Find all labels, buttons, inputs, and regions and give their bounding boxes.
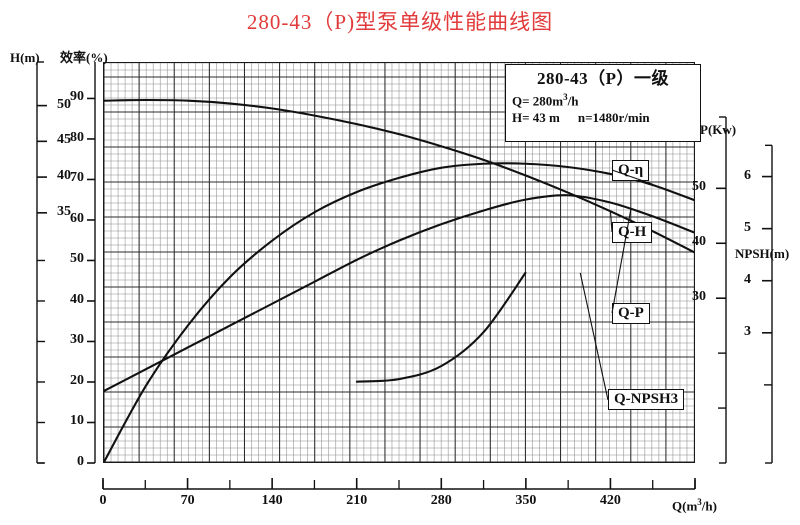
eta-tick-20: 20 bbox=[70, 372, 84, 388]
h-tick-35: 35 bbox=[57, 203, 71, 219]
spec-h-label: H= bbox=[512, 110, 530, 126]
q-tick-70: 70 bbox=[180, 493, 195, 508]
curve-label-efficiency: Q-η bbox=[612, 160, 650, 181]
p-tick-40: 40 bbox=[692, 234, 706, 250]
curve-label-npsh: Q-NPSH3 bbox=[608, 389, 685, 410]
p-tick-30: 30 bbox=[692, 289, 706, 305]
spec-q-sup: 3 bbox=[563, 92, 568, 102]
npsh-tick-6: 6 bbox=[744, 167, 751, 183]
curve-label-power: Q-P bbox=[612, 303, 650, 324]
eta-tick-80: 80 bbox=[70, 129, 84, 145]
axis-title-power: P(Kw) bbox=[700, 122, 737, 137]
eta-tick-60: 60 bbox=[70, 210, 84, 226]
q-tick-0: 0 bbox=[99, 493, 107, 508]
axis-title-head: H(m) bbox=[10, 50, 40, 65]
q-tick-140: 140 bbox=[261, 493, 283, 508]
npsh-tick-3: 3 bbox=[744, 323, 751, 339]
spec-q-unit: /h bbox=[567, 93, 579, 109]
q-tick-420: 420 bbox=[599, 493, 621, 508]
spec-q-label: Q= bbox=[512, 93, 530, 109]
spec-h-value: 43 m bbox=[532, 110, 560, 126]
eta-tick-50: 50 bbox=[70, 251, 84, 267]
spec-speed: n=1480r/min bbox=[577, 110, 650, 126]
eta-tick-10: 10 bbox=[70, 413, 84, 429]
q-tick-350: 350 bbox=[515, 493, 537, 508]
curve-p bbox=[104, 194, 694, 392]
curve-h bbox=[104, 98, 694, 254]
eta-tick-30: 30 bbox=[70, 332, 84, 348]
axis-title-efficiency: 效率(%) bbox=[60, 50, 108, 65]
curve-label-head: Q-H bbox=[612, 222, 653, 243]
npsh-tick-4: 4 bbox=[744, 271, 751, 287]
p-tick-50: 50 bbox=[692, 179, 706, 195]
h-tick-50: 50 bbox=[57, 96, 71, 112]
performance-curves bbox=[104, 98, 694, 462]
q-tick-280: 280 bbox=[430, 493, 452, 508]
spec-flow-row: Q= 280m3/h bbox=[512, 89, 694, 109]
curve-η bbox=[104, 162, 694, 462]
spec-heading: 280-43（P）一级 bbox=[536, 69, 670, 88]
npsh-tick-5: 5 bbox=[744, 219, 751, 235]
spec-q-value: 280m bbox=[532, 93, 564, 109]
eta-tick-70: 70 bbox=[70, 170, 84, 186]
h-tick-40: 40 bbox=[57, 168, 71, 184]
spec-head-row: H= 43 m n=1480r/min bbox=[512, 109, 694, 126]
curve-npsh3 bbox=[355, 271, 527, 383]
axis-title-npsh: NPSH(m) bbox=[735, 246, 790, 261]
h-tick-45: 45 bbox=[57, 132, 71, 148]
eta-tick-0: 0 bbox=[77, 454, 84, 469]
eta-tick-90: 90 bbox=[70, 89, 84, 105]
eta-tick-40: 40 bbox=[70, 291, 84, 307]
q-tick-210: 210 bbox=[346, 493, 368, 508]
page-title: 280-43（P)型泵单级性能曲线图 bbox=[246, 10, 554, 34]
axis-title-flow: Q(m3/h) bbox=[672, 497, 717, 514]
spec-infobox: 280-43（P）一级 Q= 280m3/h H= 43 m n=1480r/mi… bbox=[505, 64, 701, 142]
